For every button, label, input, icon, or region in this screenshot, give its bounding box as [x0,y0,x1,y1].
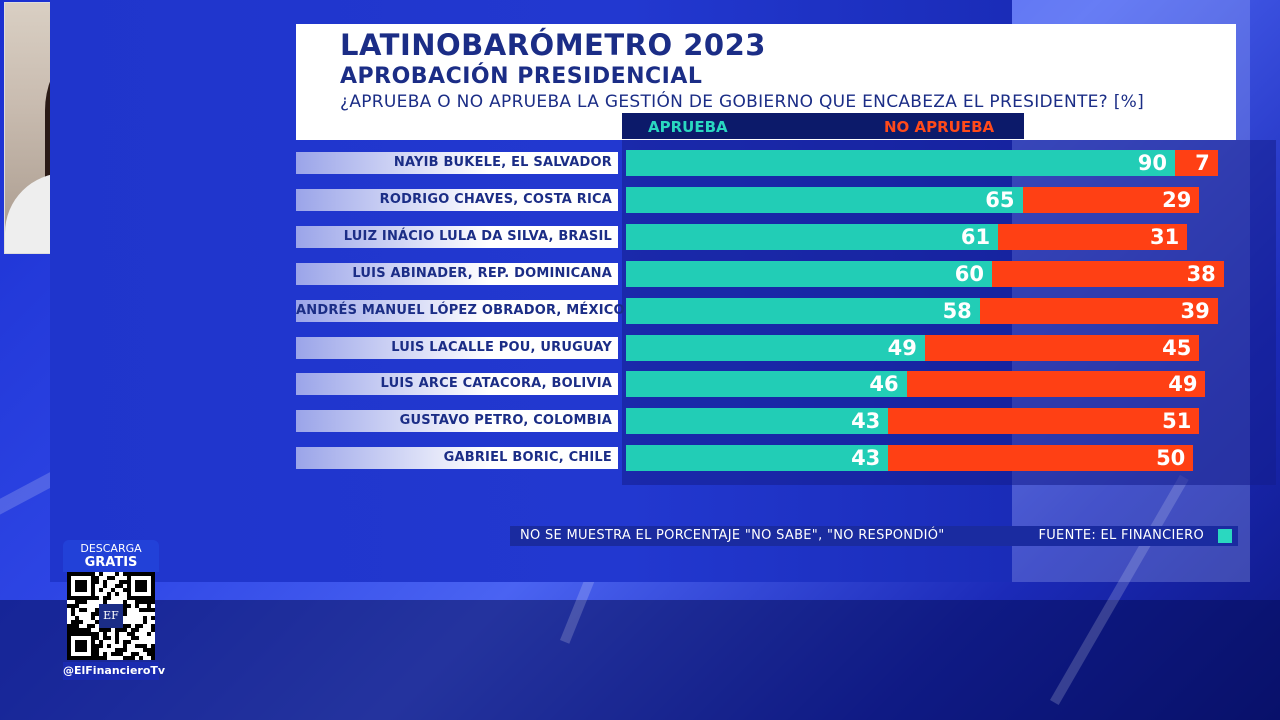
value-label-no-aprueba: 51 [1162,409,1192,434]
row-label: LUIZ INÁCIO LULA DA SILVA, BRASIL [296,225,618,248]
row-label: LUIS LACALLE POU, URUGUAY [296,336,618,359]
value-label-aprueba: 58 [942,298,972,323]
ef-logo: EF [99,604,123,628]
badge-line2: GRATIS [84,555,138,570]
badge-line1: DESCARGA [80,542,142,555]
footnote: NO SE MUESTRA EL PORCENTAJE "NO SABE", "… [520,528,945,543]
value-label-aprueba: 46 [869,372,899,397]
bar-aprueba [626,408,889,435]
bar-aprueba [626,150,1175,176]
bar-aprueba [626,371,907,398]
value-label-no-aprueba: 45 [1162,335,1192,360]
bar-aprueba [626,186,1023,213]
footer-bar: NO SE MUESTRA EL PORCENTAJE "NO SABE", "… [510,526,1238,546]
bar-no-aprueba [1022,186,1200,213]
bar-aprueba [626,445,889,472]
bar-aprueba [626,297,980,324]
value-label-no-aprueba: 31 [1149,224,1180,249]
value-label-no-aprueba: 50 [1156,446,1186,471]
value-label-no-aprueba: 49 [1168,372,1198,397]
value-label-aprueba: 65 [985,187,1015,212]
value-label-no-aprueba: 29 [1162,187,1192,212]
source-marker [1218,529,1232,543]
value-label-aprueba: 49 [887,335,917,360]
row-label: NAYIB BUKELE, EL SALVADOR [296,152,618,174]
qr-code[interactable]: EF [67,572,156,661]
legend: APRUEBA NO APRUEBA [622,113,1024,139]
row-label: RODRIGO CHAVES, COSTA RICA [296,188,618,211]
row-label: LUIS ABINADER, REP. DOMINICANA [296,262,618,285]
value-label-no-aprueba: 38 [1186,261,1216,286]
chart-subtitle: APROBACIÓN PRESIDENCIAL [340,64,703,89]
bar-no-aprueba [998,223,1188,250]
bar-no-aprueba [924,334,1200,361]
bar-no-aprueba [992,260,1224,287]
value-label-no-aprueba: 39 [1180,298,1210,323]
value-label-aprueba: 60 [954,261,984,286]
chart-title: LATINOBARÓMETRO 2023 [340,28,766,62]
value-label-no-aprueba: 7 [1195,151,1210,175]
row-label: LUIS ARCE CATACORA, BOLIVIA [296,373,618,396]
value-label-aprueba: 43 [851,446,881,471]
bar-no-aprueba [888,408,1200,435]
value-label-aprueba: 43 [851,409,881,434]
row-label: GABRIEL BORIC, CHILE [296,447,618,470]
badge-header: DESCARGA GRATIS [63,540,159,572]
bar-aprueba [626,334,925,361]
chart-question: ¿APRUEBA O NO APRUEBA LA GESTIÓN DE GOBI… [340,92,1145,112]
download-badge[interactable]: DESCARGA GRATIS EF @ElFinancieroTv [63,540,165,682]
value-label-aprueba: 61 [960,224,991,249]
bar-aprueba [626,260,992,287]
background-shadow [0,600,1280,720]
value-label-aprueba: 90 [1137,151,1167,175]
bar-no-aprueba [979,297,1218,324]
bar-no-aprueba [906,371,1206,398]
social-handle: @ElFinancieroTv [63,662,165,680]
row-label: GUSTAVO PETRO, COLOMBIA [296,410,618,433]
row-label: ANDRÉS MANUEL LÓPEZ OBRADOR, MÉXICO [296,299,625,322]
bar-aprueba [626,223,999,250]
legend-aprueba: APRUEBA [648,118,728,136]
bar-no-aprueba [1175,150,1218,176]
source: FUENTE: EL FINANCIERO [1038,528,1204,543]
legend-no-aprueba: NO APRUEBA [884,118,995,136]
bar-no-aprueba [888,445,1194,472]
